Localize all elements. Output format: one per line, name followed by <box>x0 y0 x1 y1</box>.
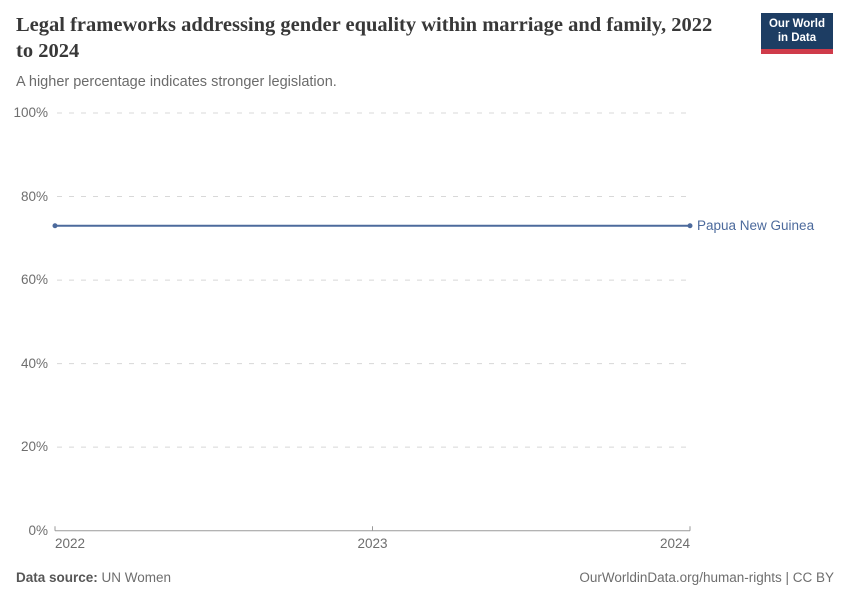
x-axis-tick-label: 2024 <box>659 535 690 551</box>
x-axis-tick-label: 2022 <box>55 535 86 551</box>
data-source-value: UN Women <box>97 570 172 585</box>
plot-canvas <box>52 112 693 532</box>
owid-logo-line2: in Data <box>777 31 817 44</box>
data-source: Data source: UN Women <box>16 569 171 586</box>
series-end-dot <box>687 223 693 229</box>
x-axis-tick-label: 2023 <box>357 535 388 551</box>
chart-subtitle: A higher percentage indicates stronger l… <box>16 74 337 90</box>
y-axis-tick-label: 100% <box>13 105 48 120</box>
line-chart-area: 0% 20% 40% 60% 80% 100% 2022 2023 2024 Papua Ne… <box>0 100 850 570</box>
footer-note[interactable]: OurWorldinData.org/human-rights | CC BY <box>579 570 834 585</box>
chart-footer: Data source: UN Women OurWorldinData.org… <box>16 569 834 586</box>
y-axis-tick-label: 0% <box>28 522 48 538</box>
series-label-papua-new-guinea[interactable]: Papua New Guinea <box>697 217 815 233</box>
y-axis-tick-label: 40% <box>20 355 48 371</box>
chart-title: Legal frameworks addressing gender equal… <box>16 14 713 62</box>
data-source-label: Data source: <box>16 570 98 585</box>
owid-logo-line1: Our World <box>768 18 825 30</box>
y-axis-tick-label: 20% <box>20 439 48 455</box>
series-start-dot <box>52 223 58 229</box>
owid-logo[interactable]: Our World in Data <box>760 13 833 54</box>
y-axis-tick-label: 80% <box>20 188 48 204</box>
y-axis-tick-label: 60% <box>20 272 48 288</box>
